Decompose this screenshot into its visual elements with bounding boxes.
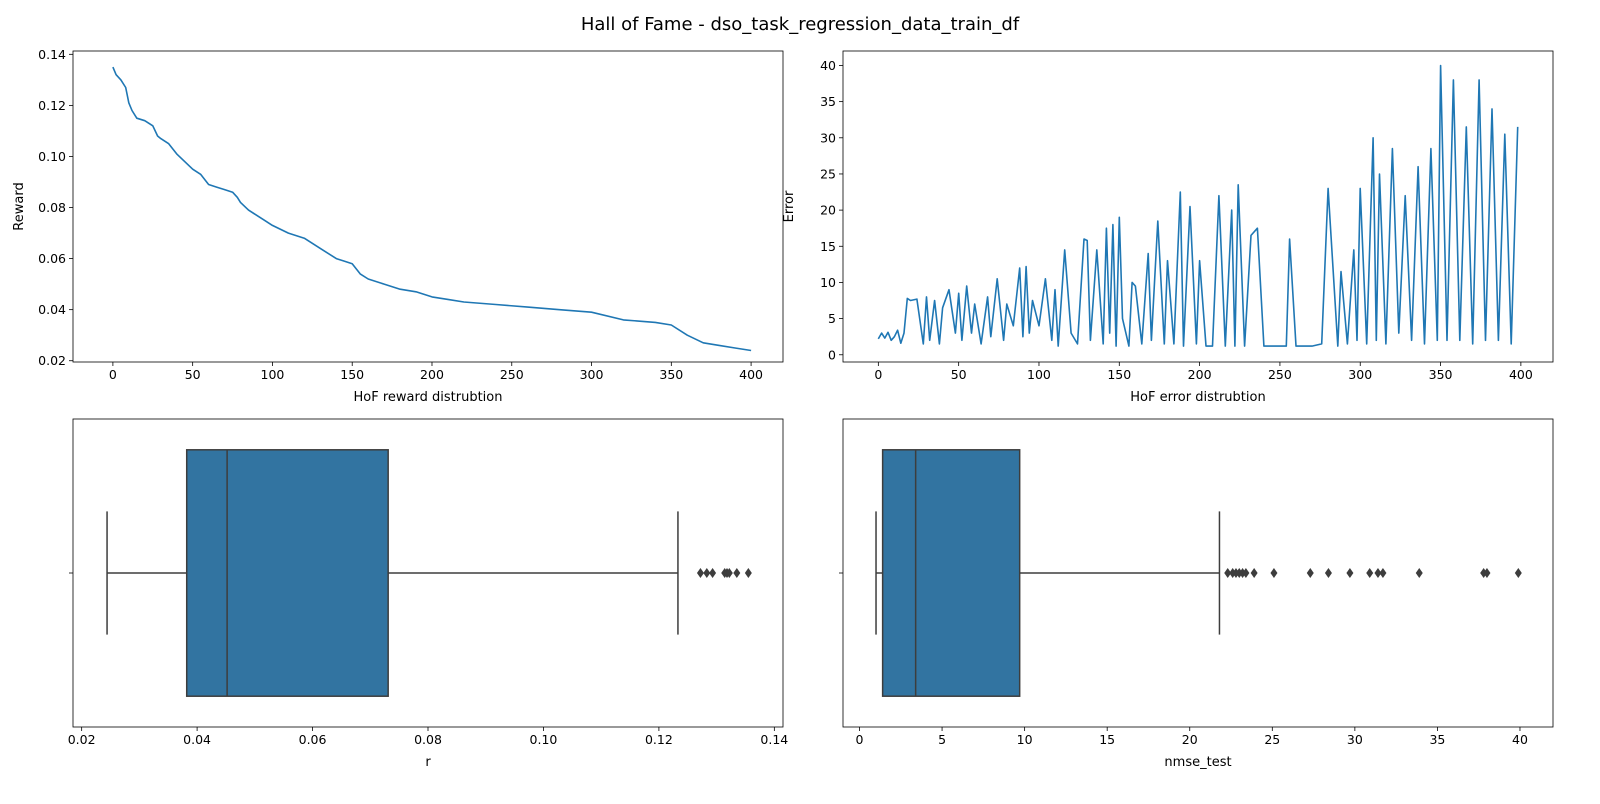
x-tick-label: 40 xyxy=(1512,732,1528,747)
x-tick-label: 300 xyxy=(580,367,604,382)
x-tick-label: 0.02 xyxy=(68,732,96,747)
x-tick-label: 150 xyxy=(340,367,364,382)
outlier-point xyxy=(709,568,717,578)
chart-panel-4: 0 5 10 15 20 25 30 35 40 nmse_test xyxy=(839,418,1554,770)
outlier-point xyxy=(696,568,704,578)
x-tick-label: 30 xyxy=(1347,732,1363,747)
x-tick-label: 150 xyxy=(1107,367,1131,382)
y-tick-label: 35 xyxy=(820,94,836,109)
x-tick-label: 250 xyxy=(500,367,524,382)
chart-panel-2: 0 50 100 150 200 250 300 350 400 0 5 10 15 20 25 30 35 40… xyxy=(782,50,1554,405)
x-axis-label: HoF reward distrubtion xyxy=(354,390,503,405)
x-tick-label: 300 xyxy=(1348,367,1372,382)
x-axis-label: r xyxy=(425,755,431,770)
y-tick-label: 0.08 xyxy=(38,200,66,215)
outlier-point xyxy=(1324,568,1332,578)
outlier-point xyxy=(1379,568,1387,578)
y-tick-label: 0.10 xyxy=(38,149,66,164)
y-axis-label: Reward xyxy=(12,182,27,230)
y-tick-label: 40 xyxy=(820,58,836,73)
x-tick-label: 0.08 xyxy=(414,732,442,747)
iqr-box xyxy=(185,449,389,697)
outlier-point xyxy=(1306,568,1314,578)
outlier-point xyxy=(1346,568,1354,578)
x-tick-label: 10 xyxy=(1017,732,1033,747)
x-tick-label: 50 xyxy=(951,367,967,382)
outlier-point xyxy=(744,568,752,578)
x-tick-label: 0.14 xyxy=(760,732,788,747)
y-tick-label: 0.14 xyxy=(38,47,66,62)
x-tick-label: 100 xyxy=(1027,367,1051,382)
axes-frame xyxy=(842,50,1554,363)
y-tick-label: 20 xyxy=(820,203,836,218)
outlier-point xyxy=(1270,568,1278,578)
x-tick-label: 0.12 xyxy=(645,732,673,747)
axes-frame xyxy=(72,50,784,363)
outlier-point xyxy=(1242,568,1250,578)
outlier-point xyxy=(1374,568,1382,578)
x-tick-label: 0 xyxy=(856,732,864,747)
x-tick-label: 15 xyxy=(1099,732,1115,747)
x-tick-label: 400 xyxy=(739,367,763,382)
y-tick-label: 0.06 xyxy=(38,251,66,266)
y-axis-label: Error xyxy=(782,190,797,222)
x-tick-label: 35 xyxy=(1429,732,1445,747)
x-tick-label: 0.04 xyxy=(183,732,211,747)
chart-panel-3: 0.02 0.04 0.06 0.08 0.10 0.12 0.14 r xyxy=(68,418,788,770)
x-axis-label: nmse_test xyxy=(1164,755,1231,770)
x-tick-label: 400 xyxy=(1509,367,1533,382)
x-tick-label: 0 xyxy=(874,367,882,382)
outlier-point xyxy=(725,568,733,578)
y-tick-label: 10 xyxy=(820,275,836,290)
y-tick-label: 25 xyxy=(820,166,836,181)
outlier-point xyxy=(1250,568,1258,578)
x-tick-label: 0.10 xyxy=(530,732,558,747)
y-tick-label: 5 xyxy=(828,311,836,326)
y-tick-label: 30 xyxy=(820,130,836,145)
x-tick-label: 0.06 xyxy=(299,732,327,747)
series-line xyxy=(877,64,1519,347)
x-tick-label: 200 xyxy=(420,367,444,382)
axes-frame xyxy=(842,418,1554,728)
x-tick-label: 200 xyxy=(1188,367,1212,382)
y-tick-label: 0.12 xyxy=(38,98,66,113)
y-tick-label: 15 xyxy=(820,239,836,254)
x-tick-label: 100 xyxy=(261,367,285,382)
x-tick-label: 0 xyxy=(109,367,117,382)
x-tick-label: 350 xyxy=(659,367,683,382)
outlier-point xyxy=(1514,568,1522,578)
outlier-point xyxy=(1366,568,1374,578)
y-tick-label: 0 xyxy=(828,347,836,362)
figure-title: Hall of Fame - dso_task_regression_data_… xyxy=(581,14,1020,35)
outlier-point xyxy=(703,568,711,578)
x-tick-label: 5 xyxy=(938,732,946,747)
y-tick-label: 0.04 xyxy=(38,302,66,317)
outlier-point xyxy=(1224,568,1232,578)
x-tick-label: 20 xyxy=(1182,732,1198,747)
iqr-box xyxy=(881,449,1021,697)
outlier-point xyxy=(1483,568,1491,578)
chart-panel-1: 0 50 100 150 200 250 300 350 400 0.02 0.04 0.06 0.08… xyxy=(12,47,784,405)
x-tick-label: 50 xyxy=(185,367,201,382)
series-line xyxy=(112,66,752,352)
y-tick-label: 0.02 xyxy=(38,353,66,368)
outlier-point xyxy=(733,568,741,578)
x-axis-label: HoF error distrubtion xyxy=(1130,390,1265,405)
x-tick-label: 250 xyxy=(1268,367,1292,382)
x-tick-label: 350 xyxy=(1429,367,1453,382)
x-tick-label: 25 xyxy=(1264,732,1280,747)
outlier-point xyxy=(1415,568,1423,578)
